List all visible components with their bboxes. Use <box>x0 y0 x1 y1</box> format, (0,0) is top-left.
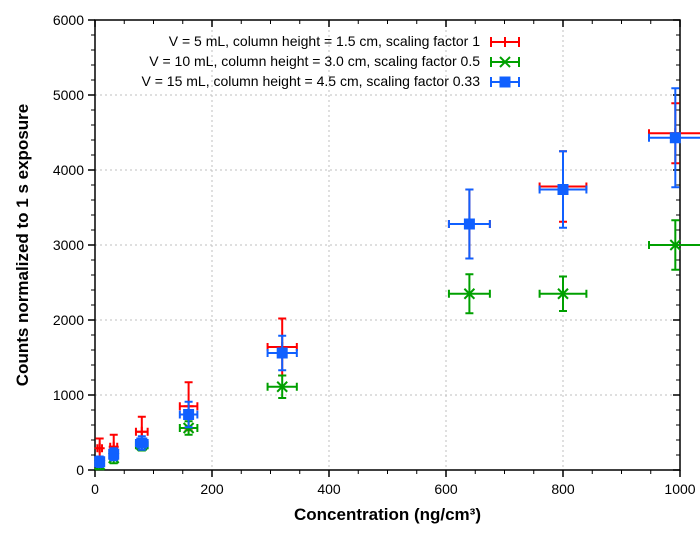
x-tick-label: 600 <box>434 481 458 497</box>
y-tick-label: 6000 <box>53 12 84 28</box>
legend-label: V = 10 mL, column height = 3.0 cm, scali… <box>149 53 480 69</box>
legend-label: V = 5 mL, column height = 1.5 cm, scalin… <box>169 33 480 49</box>
legend-label: V = 15 mL, column height = 4.5 cm, scali… <box>141 73 480 89</box>
chart-svg: 0 200 400 600 800 1000 0 1000 2000 3000 4000 5000 60… <box>0 0 700 536</box>
x-tick-label: 800 <box>551 481 575 497</box>
y-tick-label: 4000 <box>53 162 84 178</box>
y-tick-label: 2000 <box>53 312 84 328</box>
y-tick-label: 1000 <box>53 387 84 403</box>
x-tick-label: 0 <box>91 481 99 497</box>
legend: V = 5 mL, column height = 1.5 cm, scalin… <box>141 33 519 89</box>
y-tick-label: 0 <box>76 462 84 478</box>
x-axis-label: Concentration (ng/cm³) <box>294 505 481 524</box>
x-tick-label: 400 <box>317 481 341 497</box>
x-tick-label: 200 <box>200 481 224 497</box>
y-tick-label: 3000 <box>53 237 84 253</box>
y-tick-label: 5000 <box>53 87 84 103</box>
chart-container: 0 200 400 600 800 1000 0 1000 2000 3000 4000 5000 60… <box>0 0 700 536</box>
x-tick-label: 1000 <box>664 481 695 497</box>
y-axis-label: Counts normalized to 1 s exposure <box>13 104 32 386</box>
